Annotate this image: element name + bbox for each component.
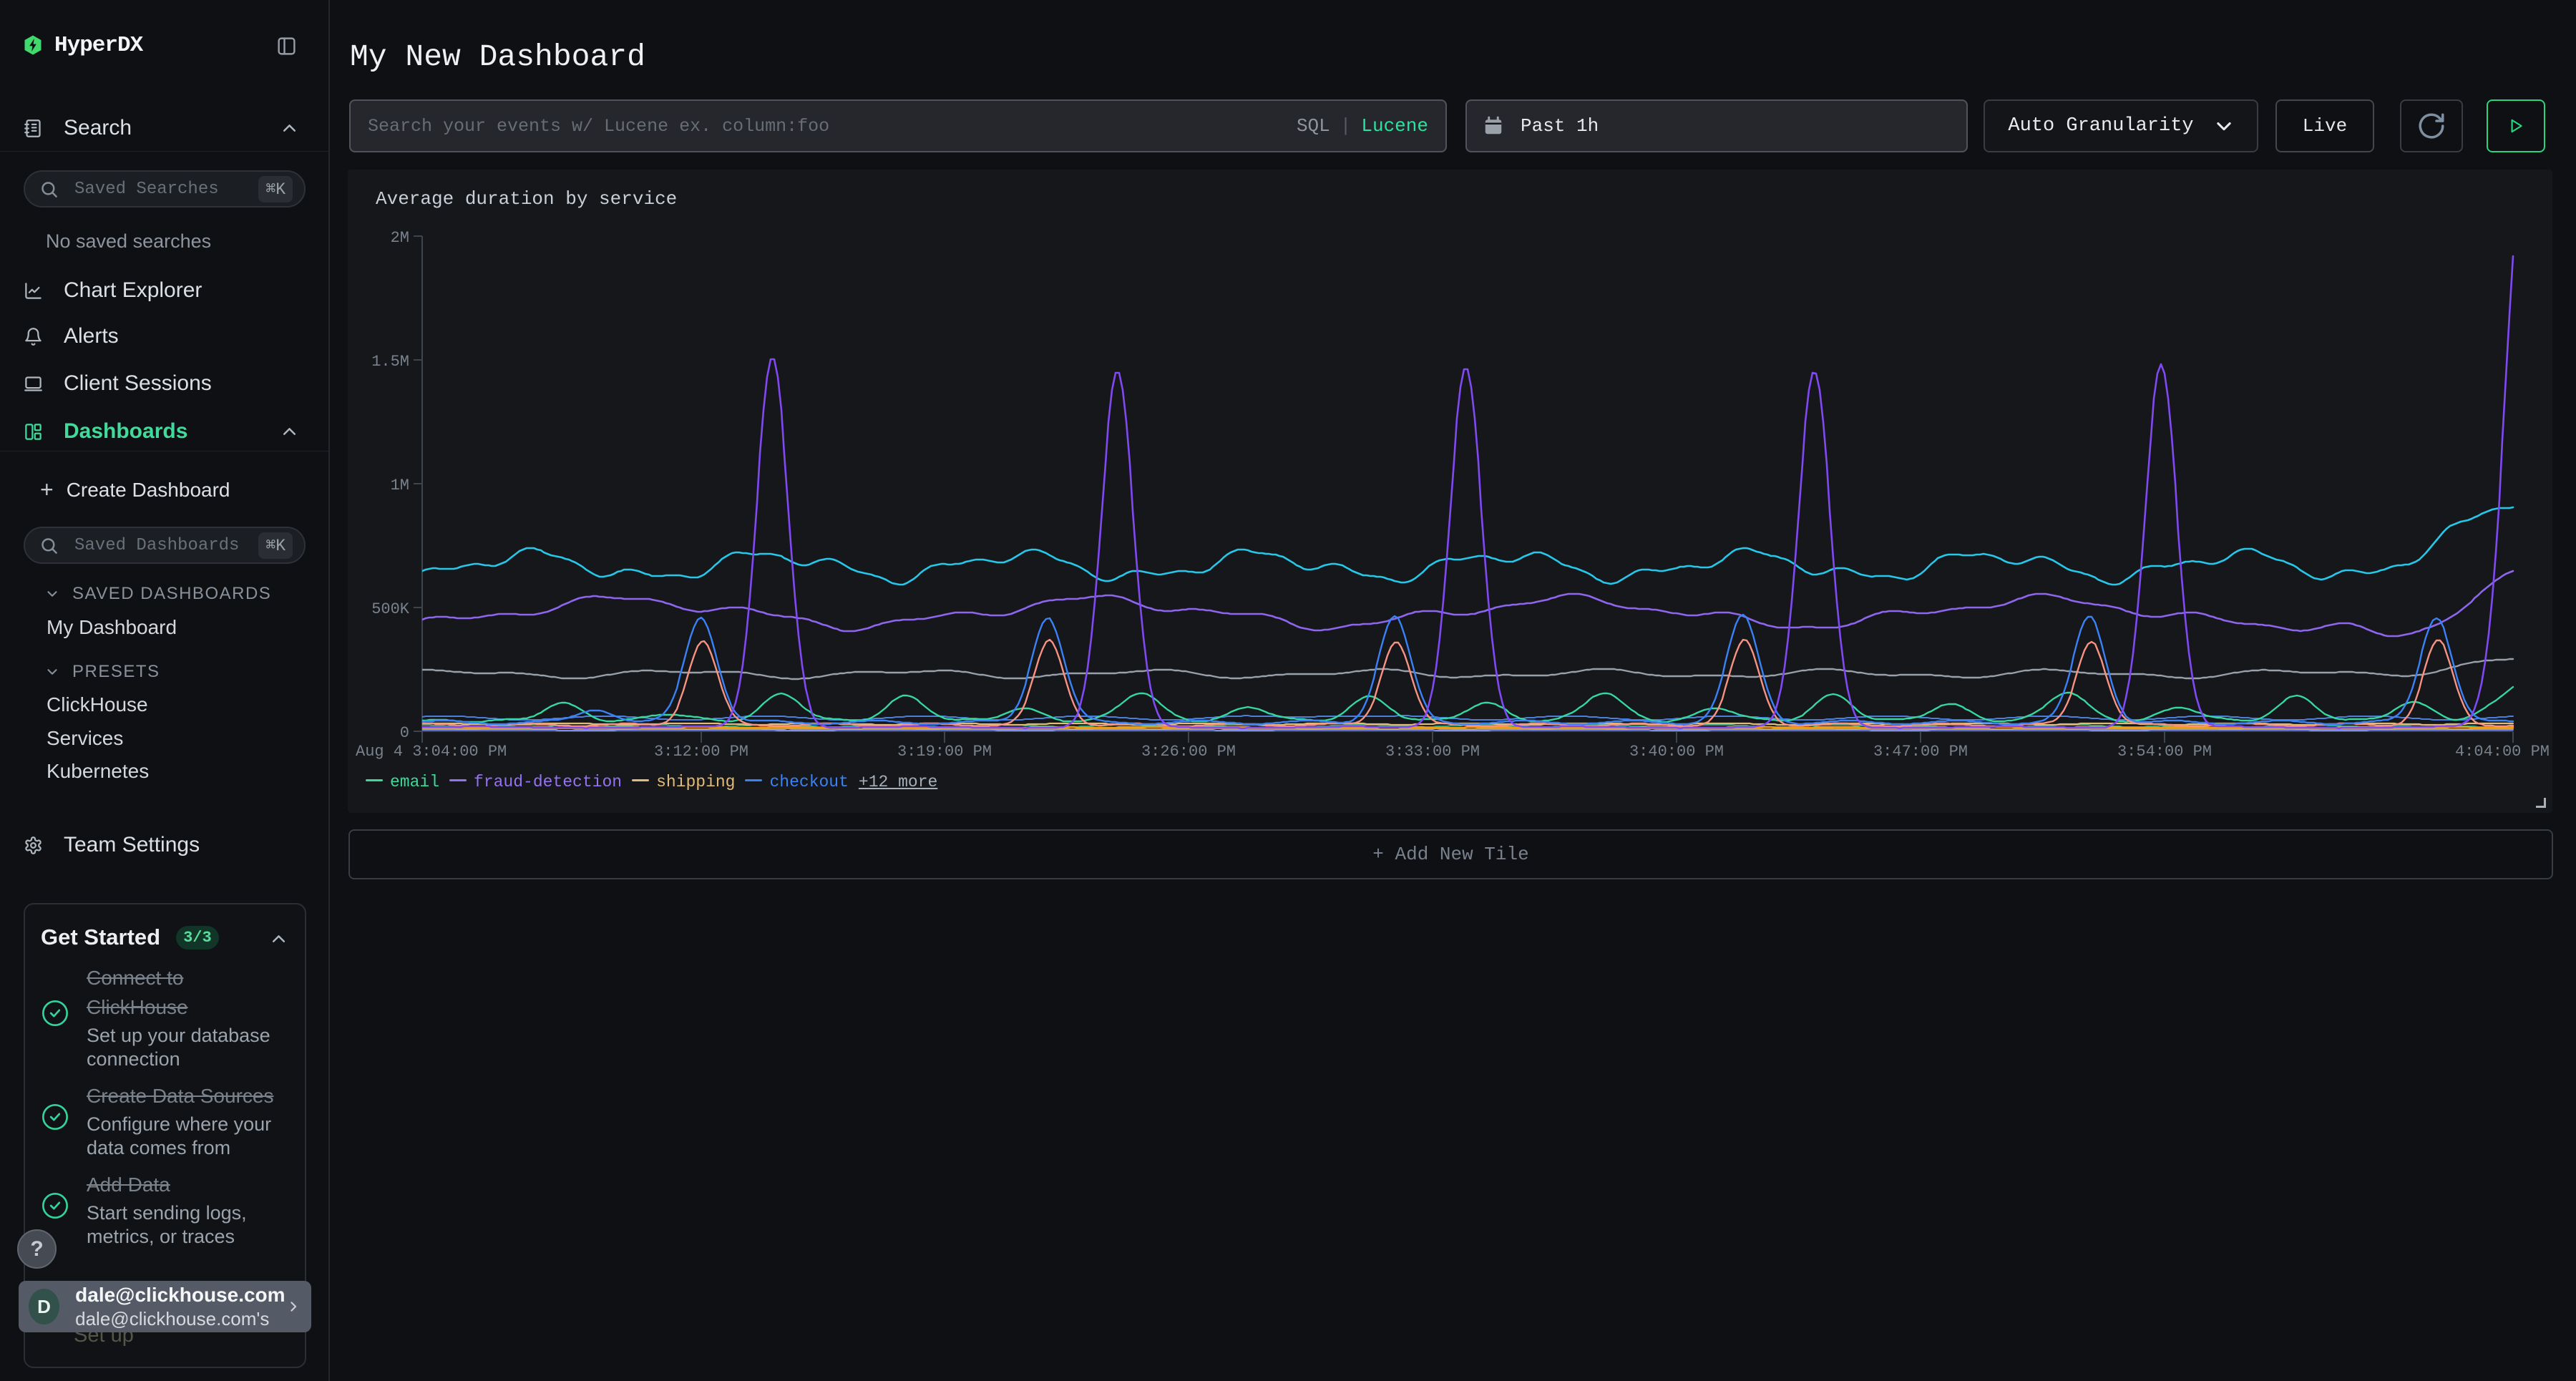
svg-text:2M: 2M [391, 229, 409, 247]
svg-text:3:47:00 PM: 3:47:00 PM [1873, 743, 1968, 761]
svg-text:4:04:00 PM: 4:04:00 PM [2455, 743, 2550, 761]
svg-text:3:19:00 PM: 3:19:00 PM [897, 743, 992, 761]
svg-text:3:54:00 PM: 3:54:00 PM [2117, 743, 2212, 761]
svg-text:3:26:00 PM: 3:26:00 PM [1141, 743, 1236, 761]
svg-text:Aug 4 3:04:00 PM: Aug 4 3:04:00 PM [356, 743, 507, 761]
svg-text:1M: 1M [391, 477, 409, 494]
svg-text:500K: 500K [371, 600, 410, 618]
svg-text:3:40:00 PM: 3:40:00 PM [1629, 743, 1724, 761]
svg-text:3:33:00 PM: 3:33:00 PM [1385, 743, 1480, 761]
svg-text:3:12:00 PM: 3:12:00 PM [654, 743, 748, 761]
svg-text:1.5M: 1.5M [371, 353, 409, 371]
svg-text:0: 0 [400, 724, 409, 742]
